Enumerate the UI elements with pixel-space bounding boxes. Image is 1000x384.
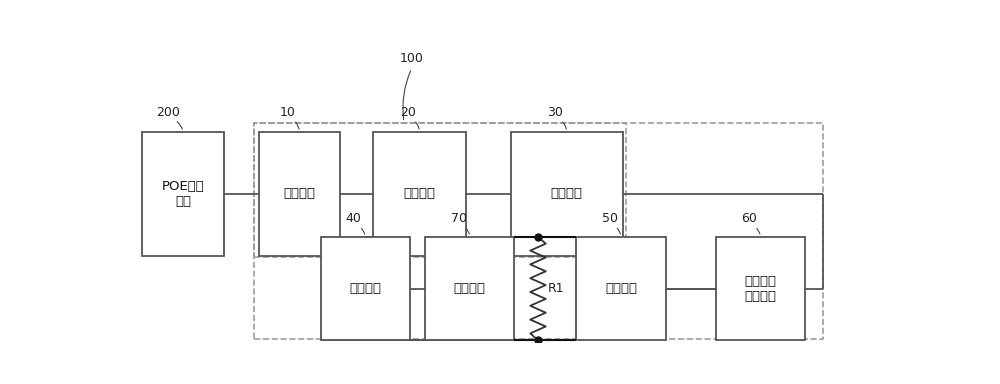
Text: 保护单元: 保护单元 — [454, 282, 486, 295]
FancyArrowPatch shape — [466, 228, 469, 234]
Text: 端口单元: 端口单元 — [283, 187, 315, 200]
Text: 200: 200 — [156, 106, 180, 119]
Text: 30: 30 — [547, 106, 563, 119]
Text: 70: 70 — [450, 212, 466, 225]
FancyBboxPatch shape — [259, 132, 340, 256]
Text: R1: R1 — [547, 282, 564, 295]
FancyBboxPatch shape — [716, 237, 805, 340]
FancyBboxPatch shape — [425, 237, 514, 340]
Text: 20: 20 — [400, 106, 416, 119]
FancyBboxPatch shape — [321, 237, 410, 340]
FancyArrowPatch shape — [361, 228, 365, 234]
FancyArrowPatch shape — [416, 122, 419, 129]
Text: 100: 100 — [400, 52, 424, 65]
Text: 开关单元: 开关单元 — [605, 282, 637, 295]
Text: 整流单元: 整流单元 — [349, 282, 381, 295]
FancyBboxPatch shape — [576, 237, 666, 340]
FancyArrowPatch shape — [563, 122, 566, 129]
Text: 60: 60 — [741, 212, 757, 225]
FancyArrowPatch shape — [403, 71, 411, 119]
Text: 电压转换
输出单元: 电压转换 输出单元 — [744, 275, 776, 303]
FancyBboxPatch shape — [142, 132, 224, 256]
Text: 40: 40 — [346, 212, 362, 225]
FancyBboxPatch shape — [373, 132, 466, 256]
FancyArrowPatch shape — [617, 228, 620, 234]
Text: POE供电
设备: POE供电 设备 — [162, 180, 205, 208]
FancyArrowPatch shape — [757, 228, 760, 234]
FancyArrowPatch shape — [295, 122, 299, 129]
Text: 控制芯片: 控制芯片 — [551, 187, 583, 200]
Text: 50: 50 — [602, 212, 618, 225]
Text: 变压单元: 变压单元 — [404, 187, 436, 200]
FancyArrowPatch shape — [177, 122, 182, 129]
FancyBboxPatch shape — [511, 132, 623, 256]
Text: 10: 10 — [280, 106, 296, 119]
